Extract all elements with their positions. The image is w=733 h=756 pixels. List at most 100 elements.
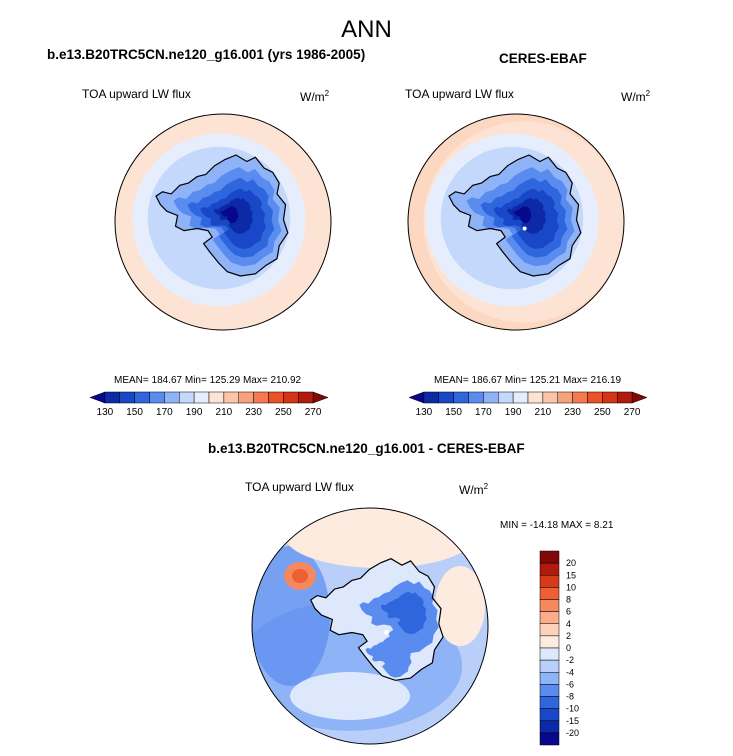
continent-minus-6-south (365, 635, 412, 678)
colorbar-box (453, 391, 469, 404)
colorbar-box (283, 391, 299, 404)
panel-3-variable-label: TOA upward LW flux (245, 480, 354, 494)
colorbar-box (539, 550, 560, 564)
panel-2-units: W/m2 (621, 89, 651, 104)
colorbar-box (539, 623, 560, 637)
colorbar-tick-label: 150 (445, 407, 462, 418)
colorbar-tick-label: 230 (245, 407, 262, 418)
colorbar-tick-label: 230 (564, 407, 581, 418)
colorbar-box (527, 391, 544, 404)
panel-1-title: b.e13.B20TRC5CN.ne120_g16.001 (yrs 1986-… (47, 47, 366, 62)
ocean-plus-2-east (435, 566, 485, 646)
colorbar-tick-label: 6 (566, 607, 571, 617)
panel-3-title: b.e13.B20TRC5CN.ne120_g16.001 - CERES-EB… (208, 441, 525, 456)
colorbar-box (149, 391, 165, 404)
colorbar-tick-label: -2 (566, 655, 574, 665)
hotspot-plus-10 (292, 569, 308, 583)
colorbar-tick-label: -10 (566, 704, 579, 714)
colorbar-box (539, 635, 560, 649)
colorbar-box (539, 599, 560, 612)
colorbar-low-cap (408, 391, 425, 404)
colorbar-tick-label: -6 (566, 679, 574, 689)
colorbar-tick-label: 250 (594, 407, 611, 418)
panel-1-units: W/m2 (300, 89, 330, 104)
colorbar-box (539, 659, 560, 673)
panel-1-variable-label: TOA upward LW flux (82, 87, 191, 101)
colorbar-box (557, 391, 573, 404)
colorbar-box (539, 672, 560, 685)
colorbar-box (164, 391, 180, 404)
colorbar-tick-label: -8 (566, 692, 574, 702)
panel-2-map (407, 113, 625, 331)
colorbar-tick-label: 20 (566, 558, 576, 568)
colorbar-box (179, 391, 195, 404)
colorbar-tick-label: 210 (216, 407, 233, 418)
panel-1-colorbar: 130 150 170 190 210 230 250 270 (89, 391, 329, 418)
colorbar-tick-label: 130 (97, 407, 114, 418)
colorbar-tick-label: 270 (305, 407, 322, 418)
colorbar-box (223, 391, 240, 404)
colorbar-tick-label: 15 (566, 570, 576, 580)
colorbar-box (587, 391, 603, 404)
continent-minus-8 (380, 591, 427, 635)
colorbar-box (539, 732, 560, 746)
panel-1-stats: MEAN= 184.67 Min= 125.29 Max= 210.92 (114, 375, 302, 386)
colorbar-box (539, 720, 560, 734)
colorbar-box (498, 391, 514, 404)
colorbar-box (134, 391, 150, 404)
panel-2-variable-label: TOA upward LW flux (405, 87, 514, 101)
map-border (114, 113, 332, 331)
colorbar-high-cap (312, 391, 329, 404)
colorbar-box (539, 575, 560, 588)
colorbar-tick-label: 170 (475, 407, 492, 418)
colorbar-tick-label: 8 (566, 595, 571, 605)
colorbar-box (539, 696, 560, 709)
panel-3-map (251, 507, 489, 745)
colorbar-box (468, 391, 484, 404)
colorbar-tick-label: 250 (275, 407, 292, 418)
coastline (448, 154, 582, 277)
colorbar-box (539, 647, 560, 661)
colorbar-box (253, 391, 269, 404)
colorbar-box (617, 391, 633, 404)
colorbar-tick-label: 190 (186, 407, 203, 418)
colorbar-box (104, 391, 121, 404)
panel-3-units: W/m2 (459, 482, 489, 497)
colorbar-box (539, 708, 560, 722)
coastline (155, 154, 289, 277)
colorbar-tick-label: 170 (156, 407, 173, 418)
panel-1-map (114, 113, 332, 331)
colorbar-box (539, 611, 560, 625)
colorbar-box (119, 391, 135, 404)
pole-hole (384, 630, 390, 636)
colorbar-box (298, 391, 314, 404)
colorbar-box (238, 391, 254, 404)
panel-3-stats: MIN = -14.18 MAX = 8.21 (500, 520, 614, 531)
colorbar-tick-label: 270 (624, 407, 641, 418)
colorbar-tick-label: 210 (535, 407, 552, 418)
colorbar-tick-label: 10 (566, 582, 576, 592)
contour-level-130 (513, 206, 532, 224)
colorbar-box (512, 391, 529, 404)
colorbar-box (539, 587, 560, 600)
colorbar-box (423, 391, 440, 404)
pole-hole (522, 226, 527, 231)
colorbar-box (483, 391, 499, 404)
colorbar-tick-label: 0 (566, 643, 571, 653)
panel-2-colorbar: 130 150 170 190 210 230 250 270 (408, 391, 648, 418)
colorbar-tick-label: 4 (566, 619, 571, 629)
colorbar-tick-label: 150 (126, 407, 143, 418)
figure-title: ANN (341, 16, 392, 43)
colorbar-box (572, 391, 588, 404)
colorbar-box (542, 391, 559, 404)
colorbar-box (438, 391, 454, 404)
colorbar-box (193, 391, 210, 404)
colorbar-box (208, 391, 225, 404)
colorbar-low-cap (89, 391, 106, 404)
colorbar-high-cap (631, 391, 648, 404)
coastline (309, 558, 444, 681)
panel-2-stats: MEAN= 186.67 Min= 125.21 Max= 216.19 (434, 375, 622, 386)
colorbar-box (268, 391, 284, 404)
map-border (407, 113, 625, 331)
